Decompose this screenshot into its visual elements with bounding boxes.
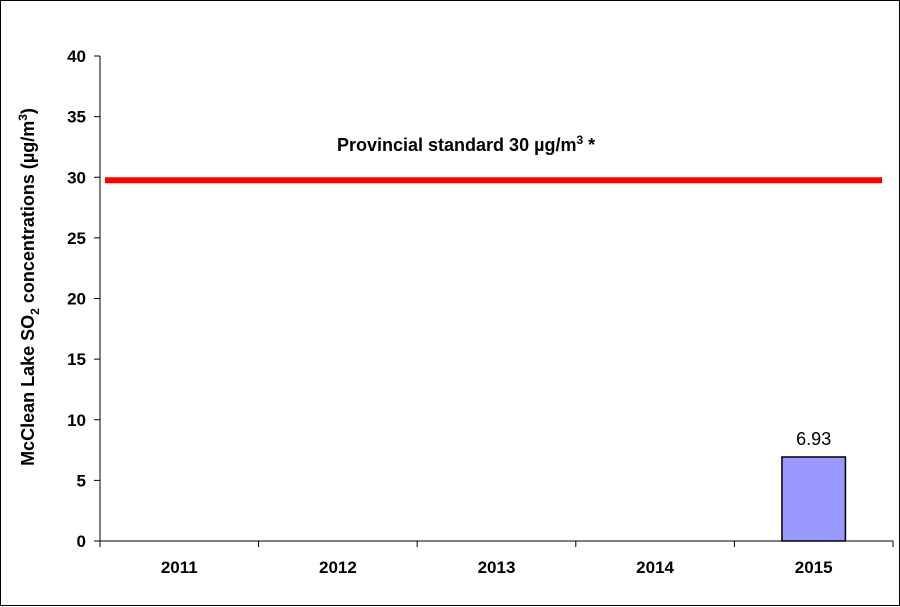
reference-line-label: Provincial standard 30 µg/m3 * xyxy=(337,133,595,155)
y-tick-label: 5 xyxy=(77,471,86,490)
y-axis-label-subscript: 2 xyxy=(28,308,42,315)
x-tick-label: 2015 xyxy=(795,558,833,577)
y-axis-label-superscript: 3 xyxy=(16,114,30,121)
y-axis-label: McClean Lake SO2 concentrations (µg/m3) xyxy=(16,108,42,466)
x-tick-label: 2013 xyxy=(478,558,516,577)
y-axis-label-suffix: ) xyxy=(18,108,38,114)
y-tick-label: 35 xyxy=(67,108,86,127)
y-tick-label: 40 xyxy=(67,47,86,66)
x-tick-label: 2011 xyxy=(161,558,198,577)
y-tick-label: 25 xyxy=(67,229,86,248)
y-tick-label: 20 xyxy=(67,290,86,309)
bars xyxy=(781,456,847,542)
axes xyxy=(94,55,894,547)
y-axis-label-prefix: McClean Lake SO xyxy=(18,315,38,466)
x-tick-label: 2012 xyxy=(319,558,357,577)
y-tick-label: 30 xyxy=(67,168,86,187)
reference-line-label-main: Provincial standard 30 µg/m xyxy=(337,135,576,155)
y-axis-label-middle: concentrations (µg/m xyxy=(18,121,38,308)
reference-line-label-suffix: * xyxy=(583,135,595,155)
bar xyxy=(781,456,847,542)
y-tick-label: 10 xyxy=(67,411,86,430)
y-tick-label: 15 xyxy=(67,350,86,369)
y-tick-label: 0 xyxy=(77,532,86,551)
bar-data-label: 6.93 xyxy=(796,429,831,449)
reference-line-label-superscript: 3 xyxy=(576,133,583,147)
labels: 0 5 10 15 20 25 30 35 40 2011 2012 2013 2014 2015 6.93 xyxy=(67,47,833,577)
x-tick-label: 2014 xyxy=(636,558,674,577)
